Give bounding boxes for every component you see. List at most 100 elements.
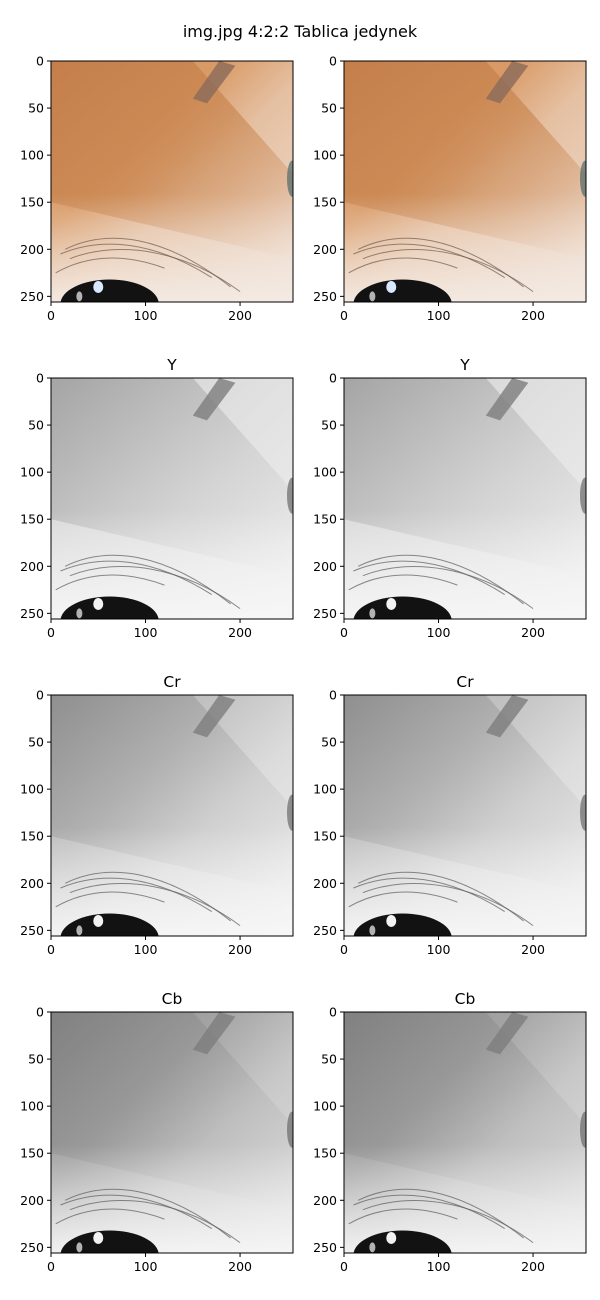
axes-frame	[343, 377, 587, 620]
y-tick-label: 200	[20, 1193, 44, 1208]
axes-frame	[50, 1011, 294, 1254]
x-tick-label: 200	[521, 1259, 545, 1274]
y-tick-label: 150	[313, 829, 337, 844]
panel-title: Y	[166, 356, 177, 374]
y-tick-label: 200	[20, 242, 44, 257]
y-tick-label: 0	[329, 1005, 337, 1020]
y-tick-label: 200	[313, 242, 337, 257]
x-tick-label: 200	[228, 308, 252, 323]
figure-title: img.jpg 4:2:2 Tablica jedynek	[182, 22, 418, 41]
y-tick-label: 200	[313, 876, 337, 891]
x-tick-label: 100	[134, 942, 158, 957]
panel-row2-left: 0 100 200 0 50 100 150 200 250 Y	[20, 356, 294, 640]
image-content	[344, 61, 586, 302]
x-tick-label: 200	[521, 625, 545, 640]
axes-frame	[50, 694, 294, 937]
x-tick-label: 0	[47, 308, 55, 323]
x-tick-label: 0	[47, 625, 55, 640]
y-tick-label: 200	[20, 876, 44, 891]
y-tick-label: 150	[313, 1146, 337, 1161]
panel-title: Cr	[456, 673, 474, 691]
y-tick-label: 0	[36, 54, 44, 69]
x-tick-label: 0	[340, 308, 348, 323]
x-tick-label: 0	[340, 1259, 348, 1274]
image-content	[51, 61, 293, 302]
x-tick-label: 200	[521, 308, 545, 323]
x-tick-label: 0	[340, 942, 348, 957]
x-tick-label: 100	[134, 1259, 158, 1274]
panel-row1-right: 0 100 200 0 50 100 150 200 250	[313, 54, 587, 323]
y-tick-label: 0	[36, 688, 44, 703]
y-tick-label: 0	[329, 688, 337, 703]
panel-title: Cr	[163, 673, 181, 691]
y-tick-label: 0	[329, 371, 337, 386]
y-tick-label: 100	[20, 1099, 44, 1114]
panel-title: Cb	[162, 990, 183, 1008]
panel-title: Cb	[455, 990, 476, 1008]
panel-title: Y	[459, 356, 470, 374]
x-tick-label: 100	[134, 308, 158, 323]
image-content	[344, 695, 586, 936]
y-tick-label: 200	[313, 1193, 337, 1208]
y-tick-label: 150	[20, 195, 44, 210]
y-tick-label: 250	[313, 289, 337, 304]
y-tick-label: 100	[313, 1099, 337, 1114]
y-tick-label: 250	[20, 606, 44, 621]
x-tick-label: 200	[228, 942, 252, 957]
y-tick-label: 0	[36, 371, 44, 386]
y-tick-label: 100	[20, 148, 44, 163]
y-tick-label: 150	[20, 512, 44, 527]
panel-row2-right: 0 100 200 0 50 100 150 200 250 Y	[313, 356, 587, 640]
y-tick-label: 150	[313, 512, 337, 527]
y-tick-label: 250	[20, 1240, 44, 1255]
y-tick-label: 100	[20, 782, 44, 797]
y-tick-label: 50	[28, 735, 44, 750]
x-tick-label: 200	[228, 625, 252, 640]
y-tick-label: 250	[20, 923, 44, 938]
x-tick-label: 100	[427, 308, 451, 323]
panel-row4-left: 0 100 200 0 50 100 150 200 250 Cb	[20, 990, 294, 1274]
x-tick-label: 0	[47, 942, 55, 957]
image-content	[344, 1012, 586, 1253]
y-tick-label: 250	[313, 923, 337, 938]
x-tick-label: 100	[427, 1259, 451, 1274]
y-tick-label: 100	[313, 465, 337, 480]
panel-row1-left: 0 100 200 0 50 100 150 200 250	[20, 54, 294, 323]
y-tick-label: 150	[20, 1146, 44, 1161]
panel-row4-right: 0 100 200 0 50 100 150 200 250 Cb	[313, 990, 587, 1274]
y-tick-label: 50	[28, 418, 44, 433]
y-tick-label: 250	[313, 606, 337, 621]
axes-frame	[50, 60, 294, 303]
image-content	[51, 378, 293, 619]
image-content	[51, 1012, 293, 1253]
y-tick-label: 200	[20, 559, 44, 574]
y-tick-label: 250	[20, 289, 44, 304]
y-tick-label: 0	[329, 54, 337, 69]
image-content	[344, 378, 586, 619]
x-tick-label: 0	[340, 625, 348, 640]
axes-frame	[343, 694, 587, 937]
y-tick-label: 50	[321, 1052, 337, 1067]
x-tick-label: 100	[427, 625, 451, 640]
x-tick-label: 0	[47, 1259, 55, 1274]
x-tick-label: 100	[134, 625, 158, 640]
axes-frame	[50, 377, 294, 620]
y-tick-label: 200	[313, 559, 337, 574]
y-tick-label: 100	[20, 465, 44, 480]
y-tick-label: 50	[28, 1052, 44, 1067]
axes-frame	[343, 60, 587, 303]
axes-frame	[343, 1011, 587, 1254]
y-tick-label: 50	[321, 418, 337, 433]
x-tick-label: 100	[427, 942, 451, 957]
y-tick-label: 50	[321, 101, 337, 116]
y-tick-label: 150	[20, 829, 44, 844]
panel-row3-right: 0 100 200 0 50 100 150 200 250 Cr	[313, 673, 587, 957]
panel-row3-left: 0 100 200 0 50 100 150 200 250 Cr	[20, 673, 294, 957]
y-tick-label: 50	[28, 101, 44, 116]
y-tick-label: 100	[313, 782, 337, 797]
y-tick-label: 50	[321, 735, 337, 750]
y-tick-label: 0	[36, 1005, 44, 1020]
y-tick-label: 150	[313, 195, 337, 210]
image-content	[51, 695, 293, 936]
